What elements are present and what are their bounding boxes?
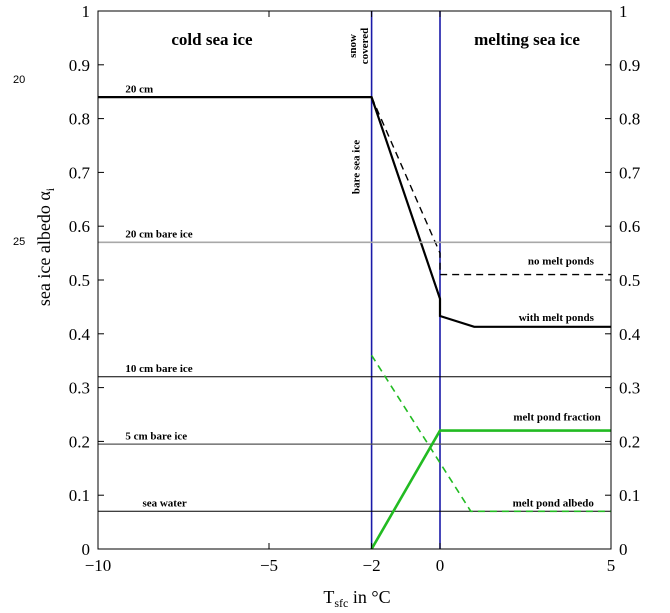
x-axis-title-suffix: in °C: [348, 587, 390, 607]
annotation-no-melt-ponds: no melt ponds: [528, 256, 595, 268]
y-tick-label-left-1: 0.1: [69, 486, 90, 505]
y-tick-label-right-8: 0.8: [619, 110, 640, 129]
x-tick-label-4: 5: [607, 556, 616, 575]
y-tick-label-right-4: 0.4: [619, 325, 641, 344]
y-tick-label-right-1: 0.1: [619, 486, 640, 505]
y-tick-label-left-3: 0.3: [69, 379, 90, 398]
chart-labels: 20 cm 20 cm bare ice 10 cm bare ice 5 cm ba…: [125, 28, 600, 510]
y-axis-title-main: sea ice albedo α: [34, 191, 54, 306]
y-tick-label-left-10: 1: [82, 2, 91, 21]
series-lines: [98, 95, 611, 550]
y-axis-title-sub: i: [43, 187, 57, 191]
x-axis-title-sub: sfc: [334, 596, 348, 610]
x-tick-label-0: −10: [85, 556, 112, 575]
axis-ticks: 0 0 0.1 0.1 0.2 0.2 0.3 0.3 0.4 0.4 0.5 0.5 0.6 0.6 0.…: [69, 2, 641, 575]
annotation-sea-water: sea water: [142, 498, 186, 510]
y-tick-label-right-7: 0.7: [619, 163, 641, 182]
series-line-20-cm: [98, 95, 611, 328]
series-line-no-melt-ponds: [370, 96, 611, 276]
region-label-cold: cold sea ice: [171, 30, 253, 49]
annotation-with-melt-ponds: with melt ponds: [519, 312, 595, 324]
annotation-20-cm: 20 cm: [125, 83, 153, 95]
annotation-5-cm-bare-ice: 5 cm bare ice: [125, 430, 187, 442]
series-line-melt-pond-albedo: [370, 354, 611, 513]
reference-lines: [370, 11, 441, 549]
y-tick-label-right-2: 0.2: [619, 432, 640, 451]
annotation-melt-pond-fraction: melt pond fraction: [513, 412, 600, 424]
y-tick-label-left-8: 0.8: [69, 110, 90, 129]
region-label-melting: melting sea ice: [474, 30, 580, 49]
margin-number-25: 25: [13, 236, 25, 248]
margin-number-20: 20: [13, 74, 25, 86]
rotated-annotation-line-covered: covered: [359, 28, 371, 64]
y-tick-label-left-5: 0.5: [69, 271, 90, 290]
y-tick-label-left-2: 0.2: [69, 432, 90, 451]
rotated-annotation-line-snow: snow: [347, 34, 359, 58]
plot-frame: [97, 10, 612, 550]
rotated-annotation-line-bare-sea-ice: bare sea ice: [351, 140, 363, 194]
rotated-annotation-0: snowcovered: [347, 28, 371, 64]
y-tick-label-right-0: 0: [619, 540, 628, 559]
annotation-10-cm-bare-ice: 10 cm bare ice: [125, 363, 192, 375]
y-tick-label-left-7: 0.7: [69, 163, 91, 182]
y-tick-label-left-4: 0.4: [69, 325, 91, 344]
y-tick-label-right-9: 0.9: [619, 56, 640, 75]
x-tick-label-2: −2: [363, 556, 381, 575]
y-tick-label-right-10: 1: [619, 2, 628, 21]
y-axis-title: sea ice albedo αi: [34, 187, 57, 306]
x-axis-title-main: T: [323, 587, 334, 607]
x-tick-label-1: −5: [260, 556, 278, 575]
rotated-annotation-1: bare sea ice: [351, 140, 363, 194]
annotation-melt-pond-albedo: melt pond albedo: [513, 498, 595, 510]
annotation-20-cm-bare-ice: 20 cm bare ice: [125, 229, 192, 241]
series-line-melt-pond-fraction: [370, 429, 611, 550]
y-tick-label-left-0: 0: [82, 540, 91, 559]
y-tick-label-right-6: 0.6: [619, 217, 640, 236]
y-tick-label-right-3: 0.3: [619, 379, 640, 398]
y-tick-label-right-5: 0.5: [619, 271, 640, 290]
x-tick-label-3: 0: [436, 556, 445, 575]
y-tick-label-left-9: 0.9: [69, 56, 90, 75]
y-tick-label-left-6: 0.6: [69, 217, 90, 236]
x-axis-title: Tsfc in °C: [323, 587, 390, 610]
